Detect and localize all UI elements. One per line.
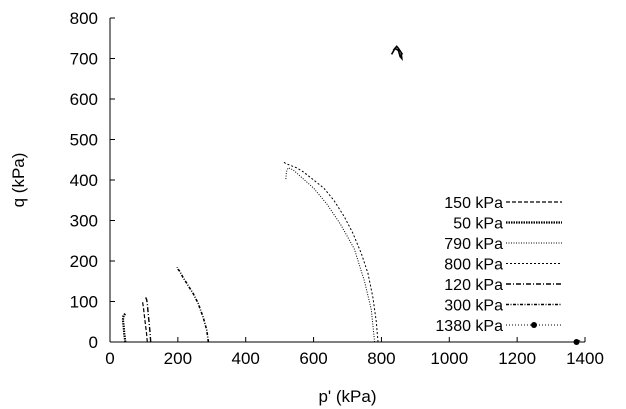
y-tick-label: 600 — [70, 90, 98, 109]
y-ticks: 0 100 200 300 400 500 600 700 800 — [70, 9, 115, 352]
legend-label: 150 kPa — [444, 195, 503, 212]
x-ticks: 0 200 400 600 800 1000 1200 1400 — [105, 337, 604, 368]
legend-label: 790 kPa — [444, 236, 503, 253]
y-tick-label: 400 — [70, 171, 98, 190]
series-line-5 — [176, 266, 210, 343]
y-tick-label: 200 — [70, 252, 98, 271]
x-tick-label: 0 — [105, 349, 114, 368]
legend-label: 300 kPa — [444, 298, 503, 315]
x-axis-label: p' (kPa) — [318, 387, 376, 406]
legend-label: 50 kPa — [453, 216, 503, 233]
y-axis-label: q (kPa) — [9, 153, 28, 208]
series-line-2 — [285, 167, 376, 343]
series-line-4 — [144, 297, 152, 343]
legend-label: 1380 kPa — [435, 318, 503, 335]
legend: 150 kPa 50 kPa 790 kPa 800 kPa 120 kPa 300 kP… — [435, 195, 562, 335]
series-line-0 — [141, 301, 148, 343]
x-tick-label: 600 — [299, 349, 327, 368]
x-tick-label: 1000 — [430, 349, 468, 368]
series-marker-6 — [573, 339, 580, 345]
x-tick-label: 400 — [232, 349, 260, 368]
plot-frame — [109, 18, 585, 343]
y-tick-label: 500 — [70, 131, 98, 150]
y-tick-label: 700 — [70, 50, 98, 69]
legend-marker — [531, 322, 537, 328]
series-line-1 — [121, 312, 127, 343]
x-tick-label: 800 — [367, 349, 395, 368]
series-line-high-stress — [390, 45, 404, 62]
y-tick-label: 300 — [70, 212, 98, 231]
x-tick-label: 1200 — [498, 349, 536, 368]
x-tick-label: 1400 — [566, 349, 604, 368]
y-tick-label: 100 — [70, 293, 98, 312]
x-tick-label: 200 — [164, 349, 192, 368]
legend-label: 800 kPa — [444, 257, 503, 274]
series-line-3 — [282, 161, 379, 343]
y-tick-label: 0 — [89, 333, 98, 352]
y-tick-label: 800 — [70, 9, 98, 28]
legend-label: 120 kPa — [444, 277, 503, 294]
series-group — [121, 45, 582, 345]
